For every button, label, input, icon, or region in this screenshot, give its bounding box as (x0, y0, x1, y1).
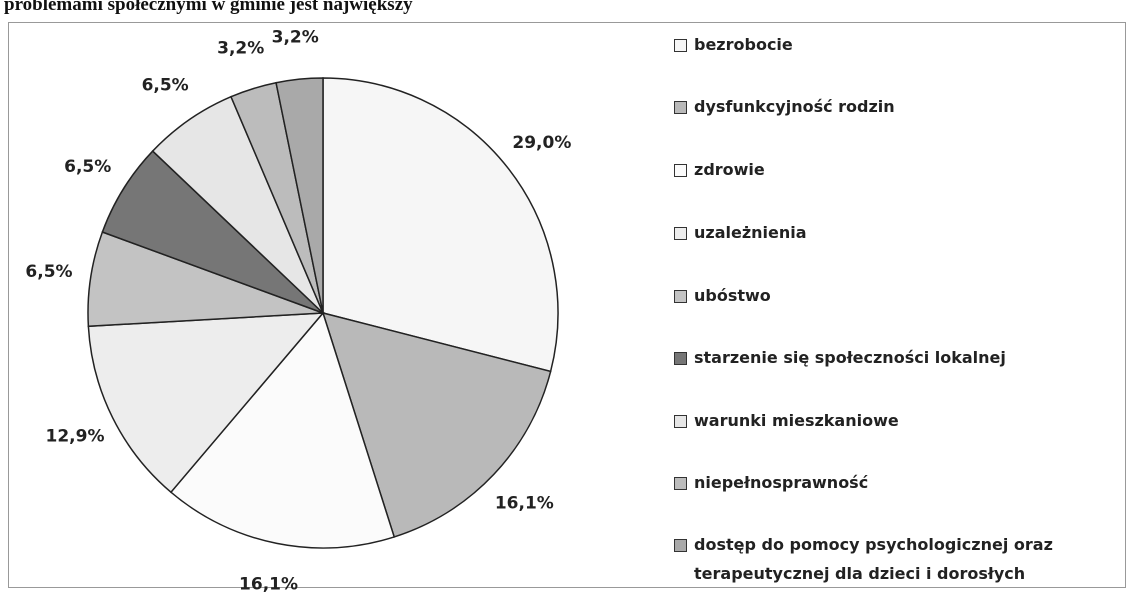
data-label: 6,5% (142, 75, 189, 95)
legend-item: zdrowie (674, 155, 1114, 184)
legend-item: ubóstwo (674, 281, 1114, 310)
legend-swatch (674, 164, 687, 177)
legend-item: starzenie się społeczności lokalnej (674, 343, 1114, 372)
legend-item: bezrobocie (674, 30, 1114, 59)
legend-label: warunki mieszkaniowe (694, 411, 899, 430)
legend-label: dysfunkcyjność rodzin (694, 97, 895, 116)
legend-label: dostęp do pomocy psychologicznej oraz te… (694, 535, 1053, 583)
data-label: 3,2% (217, 39, 264, 59)
pie-slice (322, 77, 559, 373)
legend-label: niepełnosprawność (694, 473, 869, 492)
data-label: 16,1% (239, 575, 298, 595)
legend-item: dysfunkcyjność rodzin (674, 92, 1114, 121)
legend-swatch (674, 290, 687, 303)
data-label: 16,1% (495, 493, 554, 513)
legend-swatch (674, 415, 687, 428)
legend-item: warunki mieszkaniowe (674, 406, 1114, 435)
legend-swatch (674, 227, 687, 240)
legend-label: bezrobocie (694, 35, 793, 54)
pie-slice (169, 311, 396, 549)
legend-item: dostęp do pomocy psychologicznej oraz te… (674, 530, 1114, 588)
pie-slice (321, 311, 552, 538)
data-label: 3,2% (272, 27, 319, 47)
pie-slice (275, 77, 324, 314)
chart-title: problemami społecznymi w gminie jest naj… (4, 0, 413, 15)
legend-swatch (674, 477, 687, 490)
legend-label: uzależnienia (694, 223, 807, 242)
legend-swatch (674, 352, 687, 365)
legend-swatch (674, 539, 687, 552)
data-label: 29,0% (512, 133, 571, 153)
legend-item: uzależnienia (674, 218, 1114, 247)
pie-slice (87, 312, 325, 494)
legend-label: starzenie się społeczności lokalnej (694, 348, 1006, 367)
data-label: 6,5% (64, 157, 111, 177)
legend-swatch (674, 39, 687, 52)
legend-label: ubóstwo (694, 286, 771, 305)
legend-label: zdrowie (694, 160, 765, 179)
data-label: 6,5% (25, 262, 72, 282)
data-label: 12,9% (46, 426, 105, 446)
legend-swatch (674, 101, 687, 114)
chart-frame (8, 22, 1126, 588)
legend-item: niepełnosprawność (674, 468, 1114, 497)
